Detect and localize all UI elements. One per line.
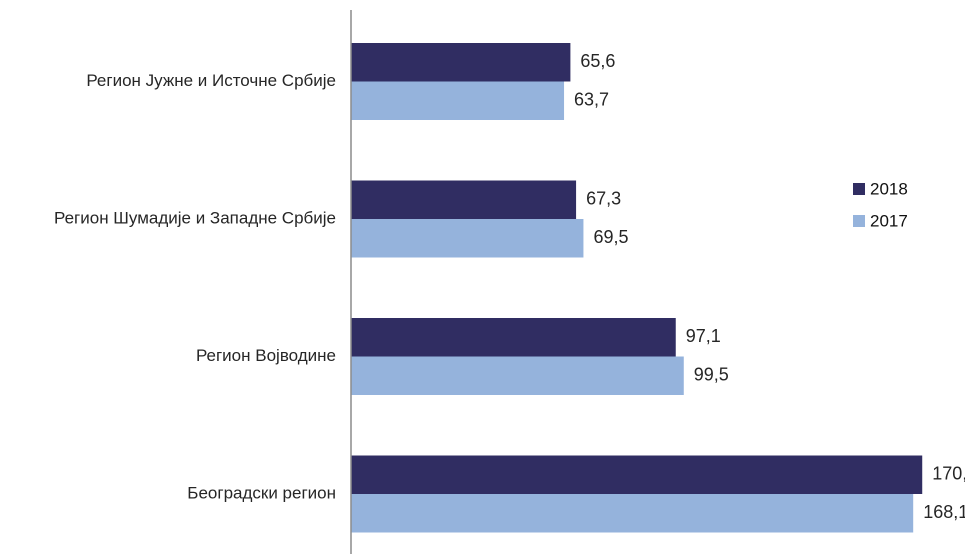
data-label: 69,5 bbox=[593, 227, 628, 247]
legend: 2018 2017 bbox=[853, 179, 908, 230]
data-label: 170,8 bbox=[932, 464, 965, 484]
data-label: 99,5 bbox=[694, 365, 729, 385]
bar-2018 bbox=[351, 43, 571, 82]
category-label: Регион Јужне и Источне Србије bbox=[86, 71, 336, 90]
bar-2018 bbox=[351, 180, 577, 219]
bars-layer bbox=[351, 43, 923, 533]
category-label: Регион Војводине bbox=[196, 346, 336, 365]
bar-2017 bbox=[351, 81, 565, 120]
bar-2017 bbox=[351, 494, 914, 533]
data-label: 67,3 bbox=[586, 189, 621, 209]
legend-label: 2017 bbox=[870, 211, 908, 230]
bar-2018 bbox=[351, 455, 923, 494]
data-label: 168,1 bbox=[923, 502, 965, 522]
legend-swatch-2017 bbox=[853, 215, 865, 227]
bar-2017 bbox=[351, 356, 684, 395]
bar-2018 bbox=[351, 318, 676, 357]
labels-layer: Регион Јужне и Источне Србије 65,6 63,7 Рег… bbox=[54, 51, 965, 522]
category-label: Београдски регион bbox=[187, 483, 336, 502]
data-label: 97,1 bbox=[686, 326, 721, 346]
legend-swatch-2018 bbox=[853, 183, 865, 195]
bar-2017 bbox=[351, 219, 584, 258]
category-label: Регион Шумадије и Западне Србије bbox=[54, 208, 336, 227]
data-label: 63,7 bbox=[574, 90, 609, 110]
legend-label: 2018 bbox=[870, 179, 908, 198]
data-label: 65,6 bbox=[580, 51, 615, 71]
